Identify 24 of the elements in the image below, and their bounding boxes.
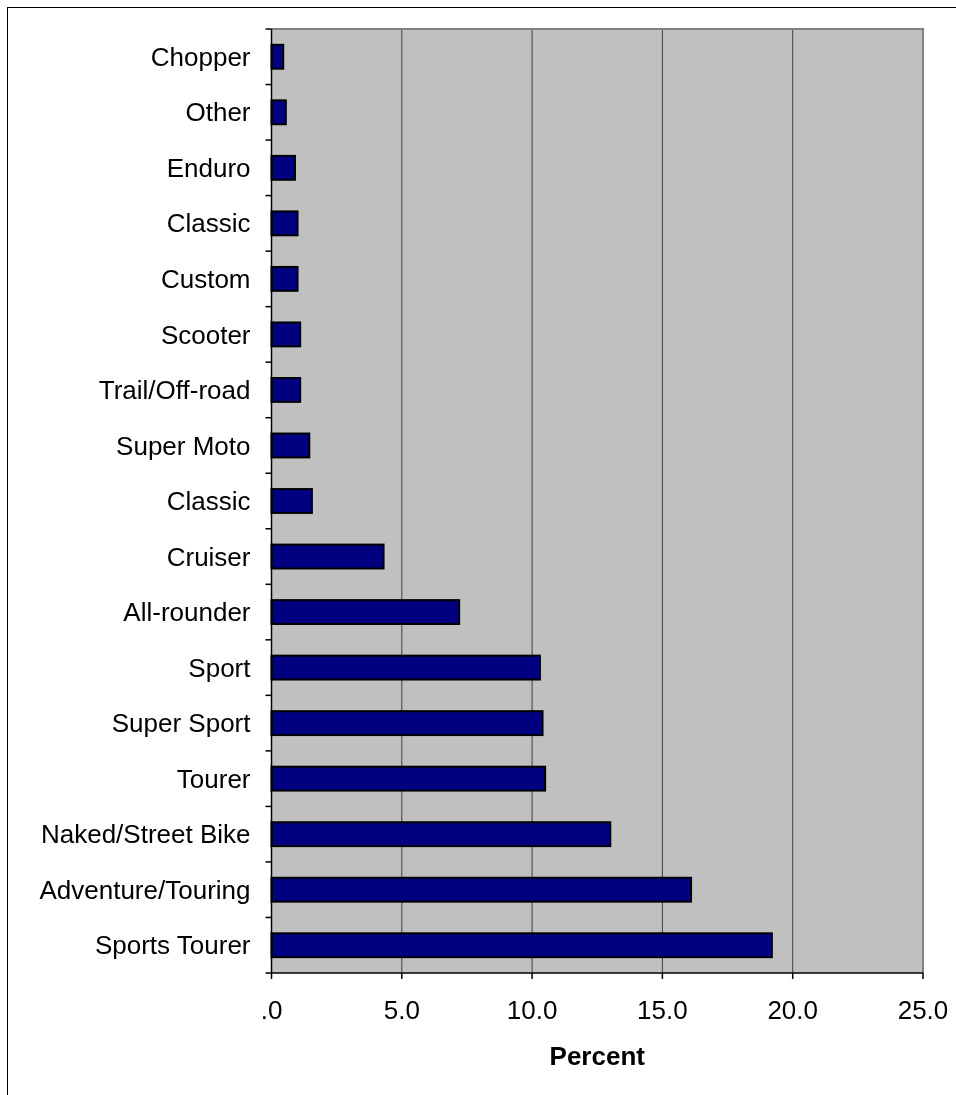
y-tick-label: Sport xyxy=(188,652,252,683)
y-tick-label: Trail/Off-road xyxy=(98,375,251,406)
x-tick-label: 20.0 xyxy=(767,995,818,1025)
y-tick-label: Super Sport xyxy=(111,708,252,739)
x-tick-label: .0 xyxy=(260,995,283,1025)
y-tick-label: Enduro xyxy=(166,152,251,183)
x-tick-label: 5.0 xyxy=(383,995,420,1025)
x-tick-label: 10.0 xyxy=(506,995,558,1025)
y-tick-label: Sports Tourer xyxy=(94,930,251,961)
y-tick-label: Classic xyxy=(166,208,251,239)
x-tick-label: 25.0 xyxy=(897,995,949,1025)
y-tick-label: Cruiser xyxy=(166,541,251,572)
y-tick-label: All-rounder xyxy=(123,597,251,628)
y-tick-label: Scooter xyxy=(160,319,251,350)
y-tick-label: Naked/Street Bike xyxy=(40,819,251,850)
y-tick-label: Adventure/Touring xyxy=(39,874,251,905)
x-axis-title: Percent xyxy=(549,1041,646,1071)
x-tick-label: 15.0 xyxy=(637,995,688,1025)
y-tick-label: Other xyxy=(185,97,251,128)
y-tick-label: Classic xyxy=(166,486,251,517)
y-tick-label: Chopper xyxy=(150,41,251,72)
y-tick-label: Custom xyxy=(160,263,251,294)
y-tick-label: Tourer xyxy=(176,763,251,794)
y-tick-label: Super Moto xyxy=(116,430,251,461)
